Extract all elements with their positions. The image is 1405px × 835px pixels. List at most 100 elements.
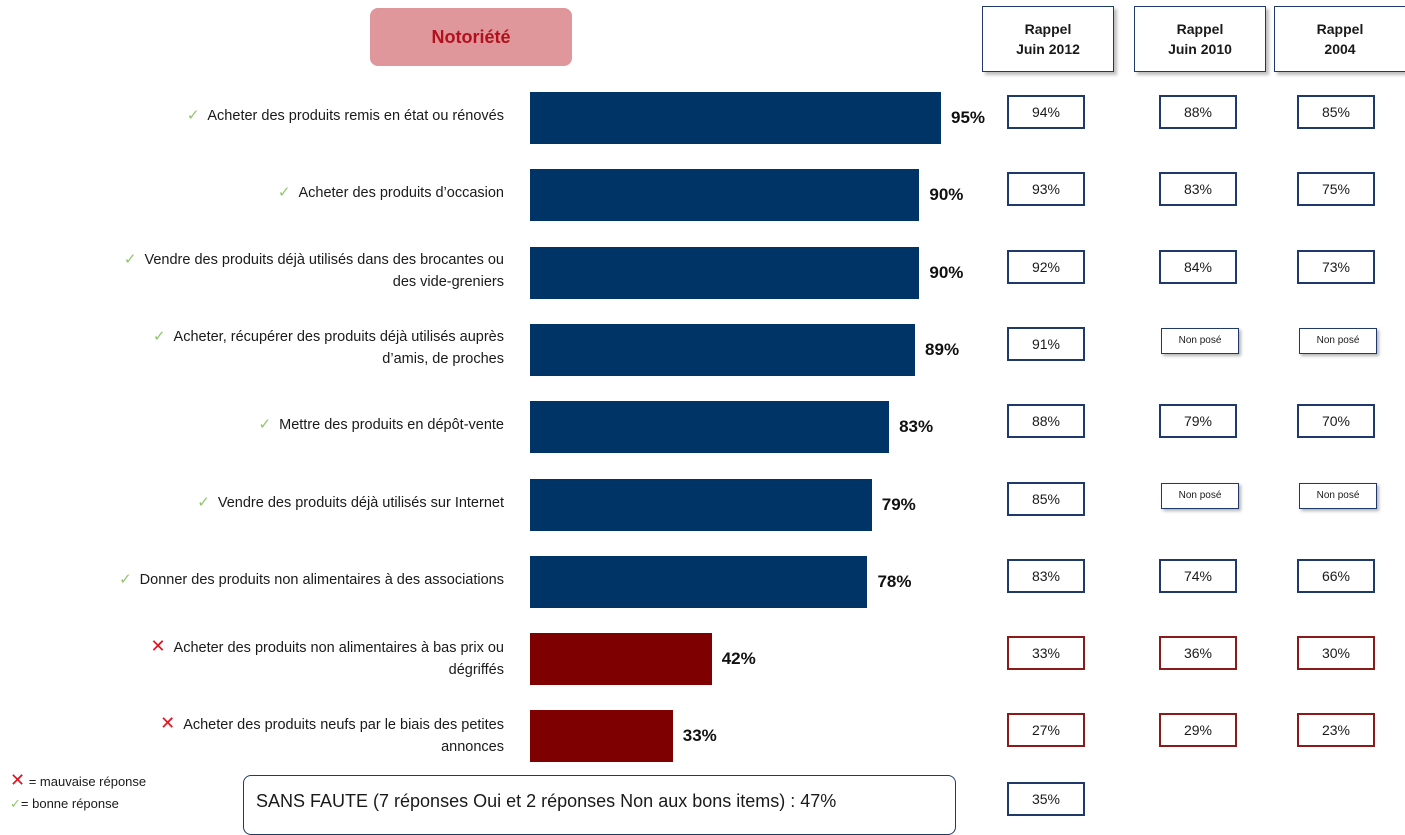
check-icon: ✓ [197, 493, 210, 511]
recall-value-text: 36% [1183, 645, 1213, 662]
row-label-line: dégriffés [40, 659, 504, 681]
recall-value-text: 73% [1321, 258, 1351, 275]
legend-check: ✓= bonne réponse [10, 796, 119, 812]
row-label: ✓ Vendre des produits déjà utilisés dans … [40, 249, 504, 293]
row-label: ✕ Acheter des produits non alimentaires à… [40, 635, 504, 681]
bar [530, 401, 890, 454]
bar-value-label: 90% [929, 262, 964, 282]
row-label-line: ✓ Vendre des produits déjà utilisés sur I… [40, 492, 504, 514]
row-label-line: ✓ Vendre des produits déjà utilisés dans … [40, 249, 504, 271]
recall-value-2010: 88% [1159, 95, 1237, 129]
recall-value-text: 88% [1031, 413, 1061, 430]
check-icon: ✓ [258, 416, 272, 434]
bar [530, 710, 673, 763]
recall-value-text: 85% [1031, 490, 1061, 507]
recall-value-2010: Non posé [1161, 327, 1239, 354]
recall-value-text: 91% [1031, 335, 1061, 352]
bar [530, 92, 941, 144]
recall-value-text: 74% [1183, 567, 1213, 584]
row-label: ✓ Acheter, récupérer des produits déjà ut… [40, 326, 504, 370]
bar-value-label: 78% [877, 571, 912, 591]
row-label-line: ✕ Acheter des produits non alimentaires à… [40, 635, 504, 659]
recall-value-2004: Non posé [1299, 482, 1377, 509]
footer-value-2012-text: 35% [1031, 791, 1061, 807]
recall-value-2010: 29% [1159, 713, 1237, 748]
row-label-line: ✓ Donner des produits non alimentaires à … [40, 569, 504, 591]
row-label-text: Acheter des produits d’occasion [298, 185, 504, 202]
bar [530, 478, 872, 531]
recall-value-2012: 85% [1007, 481, 1085, 516]
recall-value-text: 29% [1183, 722, 1213, 739]
column-header-2012-line2: Juin 2012 [1016, 41, 1080, 57]
recall-value-text: 83% [1183, 181, 1213, 198]
row-label-line: d’amis, de proches [40, 348, 504, 370]
row-label: ✓ Donner des produits non alimentaires à … [40, 569, 504, 591]
recall-value-text: 70% [1321, 413, 1351, 430]
recall-value-text: 83% [1031, 567, 1061, 584]
recall-value-text: 75% [1321, 181, 1351, 198]
row-label: ✓ Acheter des produits remis en état ou r… [40, 105, 504, 127]
recall-value-text: 88% [1183, 104, 1213, 120]
legend-cross-text: = mauvaise réponse [25, 774, 147, 789]
bar [530, 246, 920, 299]
row-label: ✓ Mettre des produits en dépôt-vente [40, 414, 504, 436]
bar-value-label: 79% [881, 494, 916, 514]
recall-value-2010: Non posé [1161, 482, 1239, 509]
recall-value-2012: 91% [1007, 326, 1085, 361]
recall-value-text: 33% [1031, 645, 1061, 662]
row-label: ✓ Acheter des produits d’occasion [40, 182, 504, 204]
bar [530, 633, 712, 686]
legend-check-text: = bonne réponse [20, 796, 119, 811]
row-label-line: ✕ Acheter des produits neufs par le biais… [40, 712, 504, 736]
check-icon: ✓ [277, 184, 291, 202]
bar-value-label: 89% [925, 339, 960, 359]
row-label-line: ✓ Mettre des produits en dépôt-vente [40, 414, 504, 436]
bar-value-label: 90% [929, 185, 964, 205]
row-label-text: Acheter des produits non alimentaires à … [173, 640, 504, 657]
bar [530, 169, 920, 222]
column-header-2004: Rappel 2004 [1274, 6, 1405, 72]
recall-value-2010: 83% [1159, 172, 1237, 207]
column-header-2010-line1: Rappel [1176, 21, 1224, 37]
recall-value-2004: Non posé [1299, 327, 1377, 354]
footer-text: SANS FAUTE (7 réponses Oui et 2 réponses… [256, 791, 837, 811]
footer-value-2012: 35% [1007, 782, 1085, 816]
row-label-text: Vendre des produits déjà utilisés sur In… [217, 494, 504, 511]
column-header-2012-line1: Rappel [1024, 21, 1072, 37]
check-icon: ✓ [123, 250, 137, 268]
recall-value-2012: 33% [1007, 636, 1085, 671]
cross-icon: ✕ [10, 770, 26, 790]
recall-value-2004: 66% [1297, 558, 1375, 593]
check-icon: ✓ [119, 570, 132, 588]
legend-cross: ✕ = mauvaise réponse [10, 770, 146, 791]
recall-value-text: 23% [1321, 722, 1351, 739]
row-label-text: dégriffés [448, 662, 504, 679]
row-label-line: annonces [40, 736, 504, 758]
row-label-text: Acheter, récupérer des produits déjà uti… [173, 328, 504, 345]
recall-value-text: 66% [1321, 567, 1351, 584]
recall-value-2012: 27% [1007, 713, 1085, 748]
column-header-2012: Rappel Juin 2012 [982, 6, 1114, 72]
check-icon: ✓ [10, 796, 21, 811]
row-label-line: ✓ Acheter, récupérer des produits déjà ut… [40, 326, 504, 348]
row-label-text: annonces [441, 739, 504, 756]
recall-value-text: 27% [1031, 722, 1061, 739]
recall-value-text: 79% [1183, 413, 1213, 430]
recall-value-text: 85% [1321, 104, 1351, 120]
row-label-text: Acheter des produits remis en état ou ré… [207, 108, 504, 124]
row-label: ✕ Acheter des produits neufs par le biais… [40, 712, 504, 758]
bar-value-label: 33% [682, 726, 717, 746]
recall-value-2012: 88% [1007, 404, 1085, 439]
recall-value-text: 94% [1031, 104, 1061, 120]
recall-value-text: Non posé [1316, 335, 1360, 347]
recall-value-2010: 79% [1159, 404, 1237, 439]
chart-title: Notoriété [431, 26, 511, 47]
row-label-line: des vide-greniers [40, 271, 504, 293]
recall-value-text: Non posé [1178, 335, 1222, 347]
recall-value-2004: 70% [1297, 404, 1375, 439]
recall-value-text: 93% [1031, 181, 1061, 198]
recall-value-2004: 73% [1297, 249, 1375, 284]
row-label-text: Donner des produits non alimentaires à d… [139, 571, 504, 588]
row-label: ✓ Vendre des produits déjà utilisés sur I… [40, 492, 504, 514]
column-header-2010: Rappel Juin 2010 [1134, 6, 1266, 72]
